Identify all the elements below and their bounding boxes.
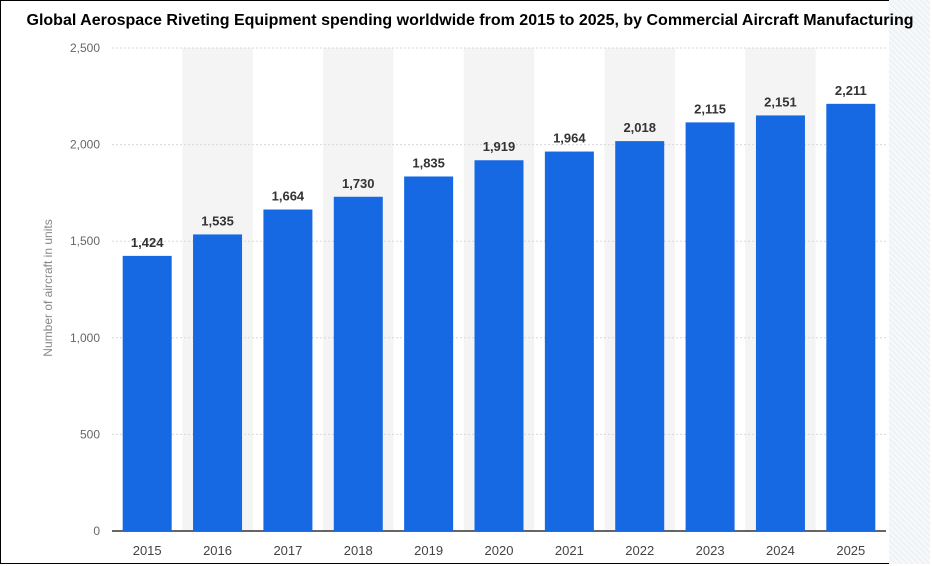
x-tick-label: 2022 bbox=[625, 543, 654, 558]
bar-value-label: 2,018 bbox=[623, 120, 656, 135]
bar bbox=[474, 160, 524, 531]
x-tick-label: 2019 bbox=[414, 543, 443, 558]
bar bbox=[826, 103, 876, 531]
y-tick-label: 1,500 bbox=[70, 234, 100, 248]
x-tick-label: 2017 bbox=[273, 543, 302, 558]
bar bbox=[685, 122, 735, 531]
bar bbox=[193, 234, 243, 532]
bar-value-label: 1,664 bbox=[272, 189, 305, 204]
bar bbox=[263, 209, 313, 531]
bar bbox=[755, 115, 805, 531]
y-axis-ticks: 0 500 1,000 1,500 2,000 2,500 bbox=[70, 41, 100, 538]
bar-value-label: 2,211 bbox=[835, 83, 867, 98]
bar-value-label: 2,151 bbox=[764, 94, 797, 109]
bar-value-label: 1,730 bbox=[342, 176, 375, 191]
y-tick-label: 2,000 bbox=[70, 138, 100, 152]
y-axis-title: Number of aircraft in units bbox=[41, 219, 55, 356]
x-tick-label: 2020 bbox=[485, 543, 514, 558]
y-tick-label: 0 bbox=[93, 524, 100, 538]
side-strip bbox=[889, 0, 930, 564]
x-tick-label: 2021 bbox=[555, 543, 584, 558]
x-tick-label: 2023 bbox=[696, 543, 725, 558]
x-tick-label: 2015 bbox=[133, 543, 162, 558]
bar bbox=[333, 196, 383, 531]
chart-title: Global Aerospace Riveting Equipment spen… bbox=[26, 12, 914, 29]
bar bbox=[544, 151, 594, 531]
y-tick-label: 2,500 bbox=[70, 41, 100, 55]
y-tick-label: 1,000 bbox=[70, 331, 100, 345]
bar-value-label: 2,115 bbox=[694, 101, 726, 116]
bars bbox=[122, 103, 876, 532]
bar-value-label: 1,919 bbox=[483, 139, 516, 154]
bar-value-label: 1,424 bbox=[131, 235, 164, 250]
bar-value-label: 1,964 bbox=[553, 131, 586, 146]
bar bbox=[122, 255, 172, 532]
bar bbox=[615, 141, 665, 531]
bar-value-label: 1,535 bbox=[201, 213, 234, 228]
data-labels: 1,424 1,535 1,664 1,730 1,835 1,919 1,964 2,018… bbox=[131, 83, 867, 250]
x-tick-label: 2016 bbox=[203, 543, 232, 558]
x-tick-label: 2024 bbox=[766, 543, 795, 558]
bar-value-label: 1,835 bbox=[412, 155, 445, 170]
bar bbox=[404, 176, 454, 531]
y-tick-label: 500 bbox=[80, 427, 100, 441]
x-tick-label: 2018 bbox=[344, 543, 373, 558]
x-tick-label: 2025 bbox=[836, 543, 865, 558]
x-axis-ticks: 2015 2016 2017 2018 2019 2020 2021 2022 2023 2024… bbox=[133, 543, 866, 558]
